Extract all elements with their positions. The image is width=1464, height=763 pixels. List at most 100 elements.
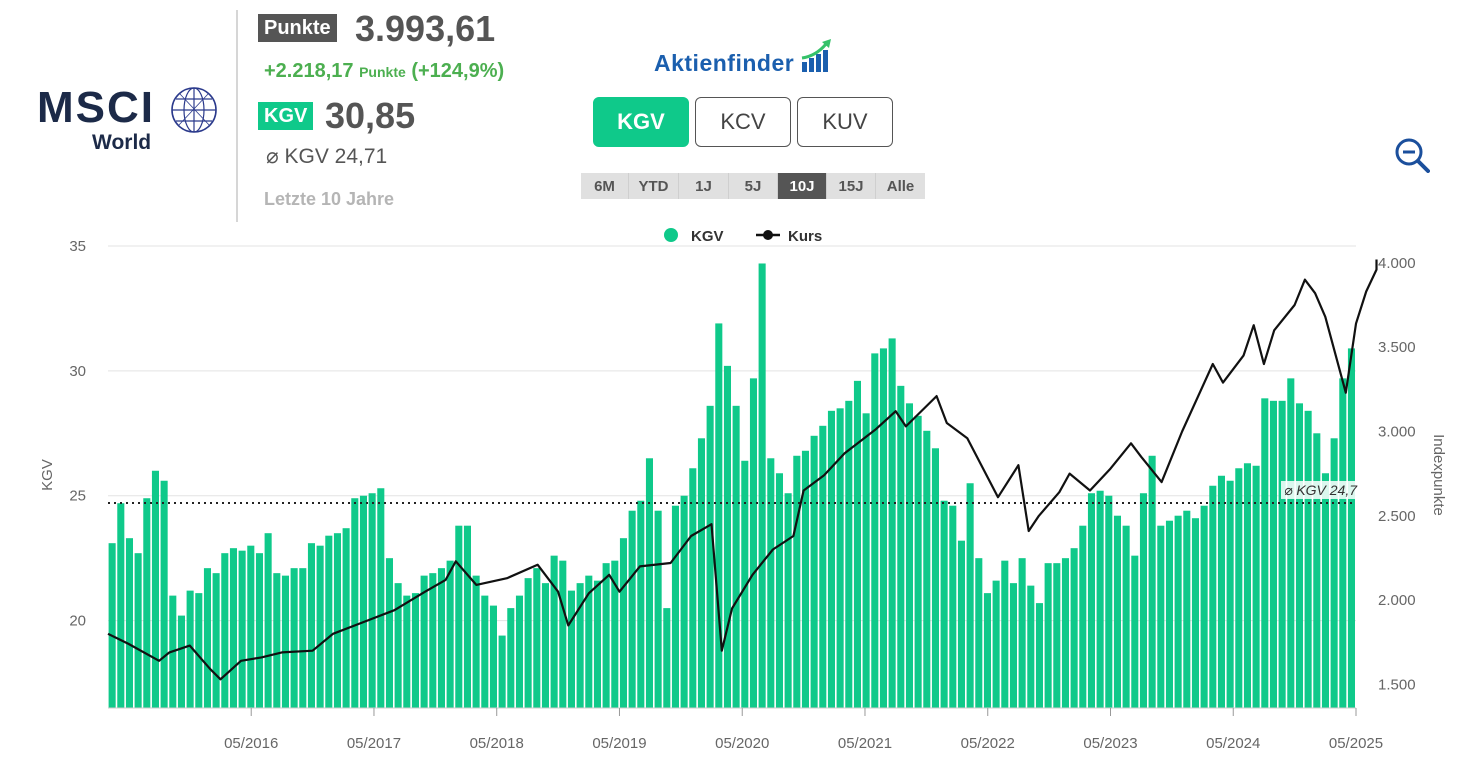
kgv-bar xyxy=(793,455,801,708)
kgv-bar xyxy=(446,560,454,708)
kgv-bar xyxy=(637,500,645,708)
zoom-out-icon[interactable] xyxy=(1394,137,1430,173)
kgv-bar xyxy=(307,543,315,708)
kgv-bar xyxy=(862,413,870,708)
x-tick-label: 05/2016 xyxy=(224,735,278,752)
kgv-bar xyxy=(186,590,194,708)
kgv-bar xyxy=(342,528,350,708)
legend-kurs-label: Kurs xyxy=(788,228,822,245)
kgv-bar xyxy=(654,510,662,708)
kgv-bar xyxy=(706,405,714,708)
period-1j[interactable]: 1J xyxy=(679,173,729,199)
kgv-bar xyxy=(1287,378,1295,708)
kgv-bar xyxy=(541,583,549,708)
kgv-bar xyxy=(1347,348,1355,708)
kgv-bar xyxy=(151,470,159,708)
kgv-bar xyxy=(931,448,939,708)
y-left-tick-label: 35 xyxy=(69,238,86,255)
period-label: Letzte 10 Jahre xyxy=(264,189,395,209)
kgv-bar xyxy=(1321,473,1329,708)
kgv-bar xyxy=(1191,518,1199,708)
kgv-bar xyxy=(1148,455,1156,708)
y-right-axis-title: Indexpunkte xyxy=(1430,434,1447,516)
y-left-tick-label: 20 xyxy=(69,613,86,630)
kgv-bar xyxy=(1027,585,1035,708)
kgv-bar xyxy=(229,548,237,708)
tab-kgv[interactable]: KGV xyxy=(593,97,689,147)
kgv-bar xyxy=(1295,403,1303,708)
change-value: +2.218,17 xyxy=(264,60,354,82)
kgv-bar xyxy=(966,483,974,708)
kgv-bar xyxy=(264,533,272,708)
kgv-bar xyxy=(914,415,922,708)
header-divider xyxy=(236,10,238,222)
growth-arrow-icon xyxy=(801,39,831,72)
kgv-bar xyxy=(585,575,593,708)
kgv-bar xyxy=(108,543,116,708)
kgv-bar xyxy=(515,595,523,708)
period-6m[interactable]: 6M xyxy=(581,173,629,199)
y-right-tick-label: 2.000 xyxy=(1378,592,1416,609)
legend-kurs-marker xyxy=(763,230,773,240)
kgv-bar xyxy=(576,583,584,708)
kgv-bar xyxy=(463,525,471,708)
kgv-bar xyxy=(1217,475,1225,708)
kgv-bar xyxy=(619,538,627,708)
kgv-bar xyxy=(992,580,1000,708)
kgv-bar xyxy=(602,563,610,708)
kgv-bar xyxy=(247,545,255,708)
kgv-bar xyxy=(1243,463,1251,708)
period-5j[interactable]: 5J xyxy=(729,173,778,199)
kgv-bar xyxy=(663,608,671,708)
aktienfinder-logo: Aktienfinder xyxy=(654,50,795,76)
kgv-bar xyxy=(1131,555,1139,708)
kgv-bar xyxy=(1252,465,1260,708)
kgv-bar xyxy=(689,468,697,708)
x-tick-label: 05/2025 xyxy=(1329,735,1383,752)
kgv-bar xyxy=(411,593,419,708)
kgv-bar xyxy=(715,323,723,708)
kgv-bar xyxy=(1035,603,1043,708)
kgv-bar xyxy=(888,338,896,708)
period-alle[interactable]: Alle xyxy=(876,173,925,199)
period-ytd[interactable]: YTD xyxy=(629,173,679,199)
kgv-bar xyxy=(1235,468,1243,708)
kurs-line xyxy=(107,259,1378,681)
kgv-bar xyxy=(853,380,861,708)
kgv-bar xyxy=(983,593,991,708)
x-tick-label: 05/2018 xyxy=(470,735,524,752)
kgv-bar xyxy=(871,353,879,708)
kgv-bar xyxy=(524,578,532,708)
kgv-bar xyxy=(1165,520,1173,708)
kgv-bar xyxy=(212,573,220,708)
kgv-bar xyxy=(1157,525,1165,708)
kgv-bar xyxy=(420,575,428,708)
kgv-bar xyxy=(1304,410,1312,708)
kgv-bar xyxy=(117,503,125,708)
kgv-bar xyxy=(1070,548,1078,708)
tab-kuv[interactable]: KUV xyxy=(797,97,893,147)
period-10j[interactable]: 10J xyxy=(778,173,827,199)
period-15j[interactable]: 15J xyxy=(827,173,876,199)
kgv-bar xyxy=(1313,433,1321,708)
kgv-bar xyxy=(281,575,289,708)
kgv-bar xyxy=(429,573,437,708)
kgv-bar xyxy=(827,410,835,708)
kgv-bar xyxy=(385,558,393,708)
kgv-bar xyxy=(567,590,575,708)
kgv-bar xyxy=(221,553,229,708)
price-unit-badge: Punkte xyxy=(258,14,337,42)
kgv-bar xyxy=(1001,560,1009,708)
x-tick-label: 05/2024 xyxy=(1206,735,1260,752)
x-tick-label: 05/2017 xyxy=(347,735,401,752)
kgv-bar xyxy=(559,560,567,708)
msci-logo-text: MSCI xyxy=(37,83,155,132)
kgv-bar xyxy=(160,480,168,708)
y-right-tick-label: 2.500 xyxy=(1378,508,1416,525)
kgv-bar xyxy=(1096,490,1104,708)
tab-kcv[interactable]: KCV xyxy=(695,97,791,147)
kgv-bar xyxy=(455,525,463,708)
kgv-bar xyxy=(359,495,367,708)
kgv-bar xyxy=(368,493,376,708)
kgv-bar xyxy=(1139,493,1147,708)
